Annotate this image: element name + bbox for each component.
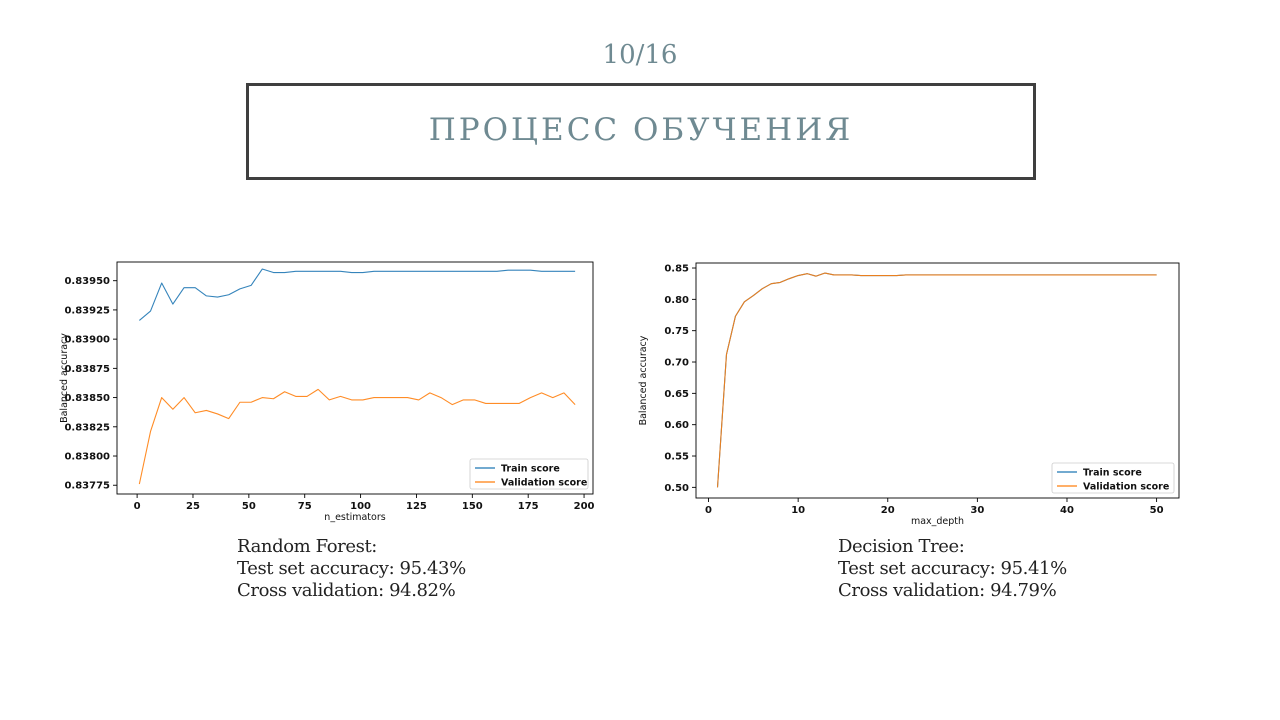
- caption-cross-validation: Cross validation: 94.79%: [838, 580, 1057, 601]
- plot-frame: [116, 261, 594, 495]
- x-tick-label: 200: [574, 501, 595, 512]
- x-axis-label: n_estimators: [324, 512, 385, 523]
- legend-label: Train score: [1083, 468, 1142, 479]
- x-tick-label: 20: [881, 505, 895, 516]
- series-line-validation-score: [138, 388, 576, 485]
- y-tick-label: 0.83925: [64, 305, 110, 316]
- y-axis-label: Balanced accuracy: [638, 335, 649, 425]
- y-tick-label: 0.83950: [64, 276, 110, 287]
- decision-tree-chart: 0 10 20 30 40 50 0.50 0.55 0.60 0.65 0.70 0.75 0.80 0…: [638, 262, 1180, 527]
- y-tick-label: 0.60: [664, 420, 689, 431]
- legend-label: Validation score: [501, 478, 587, 489]
- caption-test-accuracy: Test set accuracy: 95.43%: [237, 558, 466, 579]
- x-tick-label: 50: [1150, 505, 1164, 516]
- y-tick-label: 0.83825: [64, 422, 110, 433]
- legend-box: [469, 458, 589, 490]
- y-tick-label: 0.83900: [64, 335, 110, 346]
- caption-model-name: Decision Tree:: [838, 536, 965, 557]
- y-tick-label: 0.75: [664, 326, 689, 337]
- y-tick-label: 0.83800: [64, 452, 110, 463]
- y-tick-label: 0.80: [664, 295, 689, 306]
- caption-test-accuracy: Test set accuracy: 95.41%: [838, 558, 1067, 579]
- x-tick-label: 40: [1060, 505, 1074, 516]
- x-tick-label: 0: [705, 505, 712, 516]
- plot-frame: [695, 262, 1180, 499]
- page-number: 10/16: [602, 40, 678, 70]
- y-axis-label: Balanced accuracy: [59, 333, 70, 423]
- caption-cross-validation: Cross validation: 94.82%: [237, 580, 456, 601]
- x-tick-label: 75: [298, 501, 312, 512]
- y-tick-label: 0.83875: [64, 364, 110, 375]
- caption-model-name: Random Forest:: [237, 536, 377, 557]
- x-tick-label: 150: [462, 501, 483, 512]
- x-tick-label: 10: [791, 505, 805, 516]
- y-tick-label: 0.50: [664, 483, 689, 494]
- legend: Train score Validation score: [1051, 462, 1175, 494]
- legend-box: [1051, 462, 1175, 494]
- series-line-train-score: [716, 272, 1157, 488]
- title-frame: ПРОЦЕСС ОБУЧЕНИЯ: [246, 83, 1036, 180]
- slide-title: ПРОЦЕСС ОБУЧЕНИЯ: [428, 112, 854, 148]
- random-forest-chart: 0 25 50 75 100 125 150 175 200 0.83775 0.83800 0.83…: [59, 261, 595, 523]
- y-tick-label: 0.83775: [64, 481, 110, 492]
- random-forest-caption: Random Forest: Test set accuracy: 95.43%…: [237, 536, 466, 602]
- decision-tree-caption: Decision Tree: Test set accuracy: 95.41%…: [838, 536, 1067, 602]
- x-tick-label: 175: [518, 501, 539, 512]
- legend-label: Validation score: [1083, 482, 1169, 493]
- series-line-train-score: [138, 268, 576, 321]
- x-tick-label: 25: [186, 501, 200, 512]
- x-tick-label: 0: [134, 501, 141, 512]
- x-tick-label: 125: [406, 501, 427, 512]
- series-line-validation-score: [716, 272, 1157, 488]
- legend: Train score Validation score: [469, 458, 589, 490]
- y-tick-label: 0.70: [664, 358, 689, 369]
- x-tick-label: 100: [350, 501, 371, 512]
- y-tick-label: 0.83850: [64, 393, 110, 404]
- legend-label: Train score: [501, 464, 560, 475]
- y-tick-label: 0.65: [664, 389, 689, 400]
- x-tick-label: 30: [970, 505, 984, 516]
- x-axis-label: max_depth: [911, 516, 964, 527]
- x-tick-label: 50: [242, 501, 256, 512]
- y-tick-label: 0.85: [664, 264, 689, 275]
- y-tick-label: 0.55: [664, 452, 689, 463]
